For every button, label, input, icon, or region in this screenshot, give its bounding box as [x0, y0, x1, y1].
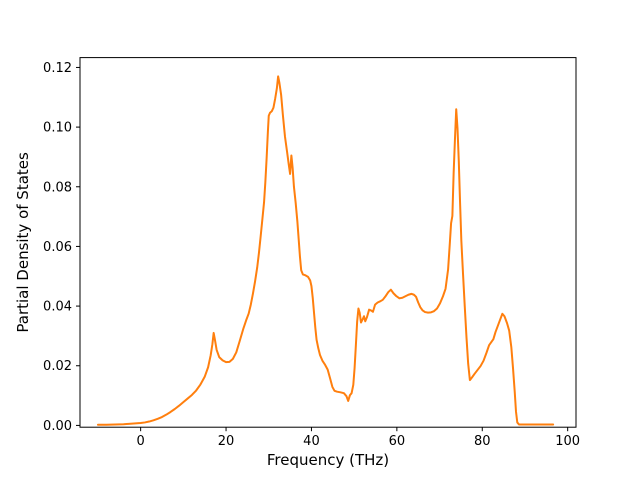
- x-tick-label: 40: [303, 434, 320, 449]
- y-tick-label: 0.02: [43, 359, 72, 374]
- x-tick-label: 100: [555, 434, 580, 449]
- y-tick-label: 0.08: [43, 180, 72, 195]
- y-axis-title: Partial Density of States: [14, 152, 32, 333]
- y-tick-label: 0.06: [43, 240, 72, 255]
- label-layer: Frequency (THz) Partial Density of State…: [14, 61, 580, 469]
- y-tick-label: 0.00: [43, 419, 72, 434]
- x-tick-label: 60: [389, 434, 406, 449]
- x-tick-label: 20: [218, 434, 235, 449]
- y-tick-label: 0.12: [43, 61, 72, 76]
- x-tick-label: 0: [136, 434, 144, 449]
- y-tick-label: 0.04: [43, 300, 72, 315]
- axes-layer: [76, 57, 577, 432]
- curve-layer: [96, 75, 555, 426]
- x-axis-title: Frequency (THz): [267, 451, 389, 469]
- y-tick-label: 0.10: [43, 121, 72, 136]
- x-tick-label: 80: [474, 434, 491, 449]
- plot-border: [79, 57, 577, 428]
- pdos-curve: [96, 75, 555, 426]
